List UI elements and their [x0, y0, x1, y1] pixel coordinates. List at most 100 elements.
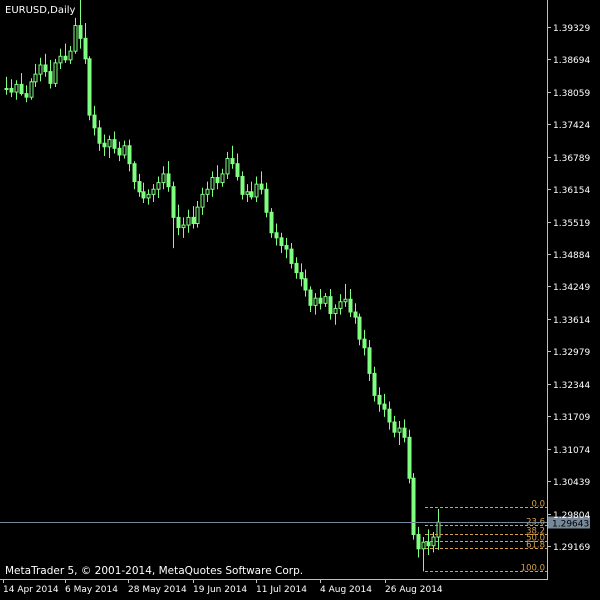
fib-level-label: 50.0 [526, 534, 545, 544]
candle [377, 387, 382, 412]
candle [353, 303, 358, 324]
fib-level-label: 0.0 [531, 500, 545, 510]
candle [166, 161, 171, 192]
candle [29, 78, 34, 100]
candle-body [230, 158, 235, 165]
y-tick-label: 1.38694 [553, 56, 590, 66]
candle-body [264, 188, 269, 213]
candle [171, 181, 176, 249]
fib-level-label: 61.8 [526, 541, 545, 551]
candle [19, 73, 24, 96]
candle-body [274, 232, 279, 239]
candle [38, 57, 43, 82]
candle-body [92, 114, 97, 129]
candle-body [112, 139, 117, 149]
candle-body [387, 408, 392, 423]
candle-body [117, 147, 122, 156]
candle-body [186, 216, 191, 226]
candle-body [402, 427, 407, 438]
candle-body [269, 211, 274, 234]
candle-body [313, 297, 318, 306]
fib-level[interactable]: 61.8 [425, 541, 547, 551]
candle [411, 473, 416, 540]
candle-body [348, 298, 353, 313]
candle [9, 79, 14, 98]
candle [303, 269, 308, 297]
candle-body [171, 186, 176, 218]
y-tick-label: 1.31709 [553, 413, 590, 423]
candle-body [146, 193, 151, 199]
candle-body [284, 245, 289, 250]
candle-body [289, 248, 294, 264]
candle-body [372, 372, 377, 396]
candle-body [397, 427, 402, 433]
candle [313, 293, 318, 315]
candle [210, 171, 215, 197]
candle [323, 293, 328, 307]
candle-body [308, 289, 313, 306]
candle-body [362, 338, 367, 349]
candle-body [43, 64, 48, 73]
candle-body [392, 421, 397, 433]
x-tick-label: 4 Aug 2014 [320, 585, 372, 595]
candle [230, 145, 235, 169]
y-tick-label: 1.32979 [553, 348, 590, 358]
candle-body [294, 262, 299, 274]
candle-body [141, 191, 146, 199]
candle-body [122, 145, 127, 156]
candle-body [195, 206, 200, 225]
candle [254, 176, 259, 203]
candle-body [83, 37, 88, 60]
current-price-line-layer: 1.29643 [0, 516, 590, 530]
fib-level[interactable]: 0.0 [425, 500, 547, 510]
x-tick-label: 26 Aug 2014 [385, 585, 443, 595]
candle [392, 415, 397, 438]
x-tick-label: 6 May 2014 [65, 585, 118, 595]
candle-body [382, 403, 387, 410]
fib-level[interactable]: 38.2 [425, 527, 547, 537]
candle [348, 288, 353, 318]
candle-body [245, 191, 250, 195]
candle-body [303, 278, 308, 291]
y-tick-label: 1.29804 [553, 511, 590, 521]
fib-level[interactable]: 50.0 [425, 534, 547, 544]
x-tick-label: 19 Jun 2014 [193, 585, 247, 595]
candle [269, 208, 274, 238]
candle-body [353, 311, 358, 318]
candle [156, 176, 161, 198]
candle [137, 173, 142, 197]
candles-layer [4, 0, 441, 572]
candle-body [107, 139, 112, 148]
candle-body [426, 541, 431, 547]
candle [279, 232, 284, 254]
candle [141, 182, 146, 204]
candle [333, 304, 338, 325]
fib-level-label: 100.0 [521, 564, 545, 574]
candle-body [249, 191, 254, 198]
y-tick-label: 1.39329 [553, 24, 590, 34]
candle-body [9, 87, 14, 93]
candle [299, 263, 304, 287]
candle-body [323, 296, 328, 304]
candle [328, 288, 333, 320]
y-tick-label: 1.31074 [553, 446, 590, 456]
axes: 1.39329 1.38694 1.38059 1.37424 1.36789 1.361… [0, 0, 590, 595]
candle-body [210, 176, 215, 190]
candle [308, 286, 313, 313]
candle-body [240, 175, 245, 195]
candle-body [87, 58, 92, 116]
candle [362, 329, 367, 356]
candle-body [377, 394, 382, 405]
candle [14, 80, 19, 100]
candle-body [357, 316, 362, 340]
candle-body [68, 50, 73, 61]
candle [294, 257, 299, 279]
fib-level[interactable]: 100.0 [425, 564, 547, 574]
candle-body [220, 173, 225, 184]
candle [421, 537, 426, 572]
x-tick-label: 11 Jul 2014 [256, 585, 307, 595]
candle-body [132, 163, 137, 183]
candle [48, 59, 53, 89]
candle-body [19, 83, 24, 95]
